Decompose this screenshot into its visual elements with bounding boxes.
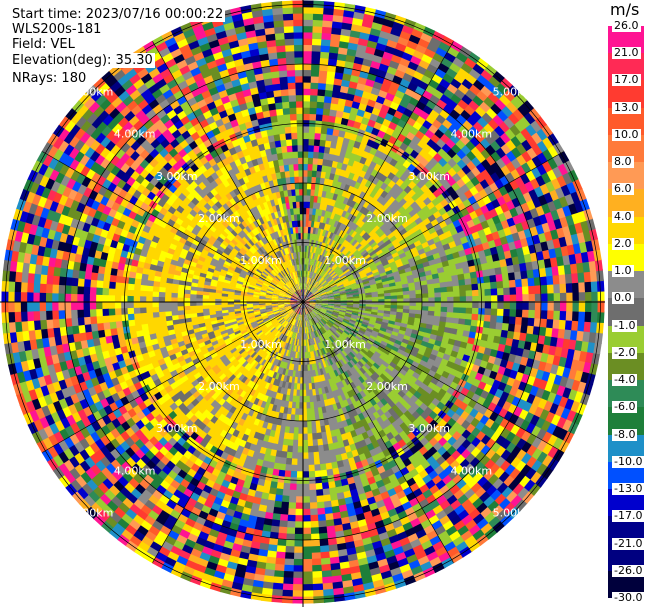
colorbar-tick-label: 17.0 bbox=[612, 73, 641, 87]
colorbar-tick-label: -26.0 bbox=[612, 563, 645, 577]
azimuth-spoke bbox=[302, 41, 454, 303]
range-labels: 1.00km 1.00km 1.00km 1.00km 2.00km 2.00km 2.00… bbox=[72, 86, 534, 520]
range-label: 2.00km bbox=[366, 380, 408, 393]
colorbar-tick-label: 6.0 bbox=[612, 182, 634, 196]
colorbar-tick-label: -4.0 bbox=[612, 373, 638, 387]
colorbar-tick-label: 13.0 bbox=[612, 100, 641, 114]
range-label: 5.00km bbox=[72, 86, 114, 99]
range-label: 5.00km bbox=[72, 506, 114, 519]
colorbar-tick-label: -8.0 bbox=[612, 427, 638, 441]
colorbar-tick-label: 21.0 bbox=[612, 46, 641, 60]
azimuth-spoke bbox=[42, 151, 304, 303]
azimuth-spoke bbox=[42, 301, 304, 453]
azimuth-spoke bbox=[152, 41, 304, 303]
colorbar-tick-label: -13.0 bbox=[612, 482, 645, 496]
colorbar-tick-label: 0.0 bbox=[612, 291, 634, 305]
colorbar: 26.0 21.0 17.0 13.0 10.0 8.0 6.0 4.0 2.0 1.0 0.0 -1… bbox=[608, 20, 646, 604]
field-label: Field: VEL bbox=[10, 37, 77, 52]
colorbar-tick-label: -2.0 bbox=[612, 345, 638, 359]
nrays-label: NRays: 180 bbox=[10, 71, 89, 86]
range-label: 4.00km bbox=[114, 464, 156, 477]
colorbar-tick-label: 8.0 bbox=[612, 155, 634, 169]
range-rings bbox=[0, 0, 605, 607]
radar-ppi-plot: 1.00km 1.00km 1.00km 1.00km 2.00km 2.00km 2.00… bbox=[0, 0, 605, 607]
range-label: 4.00km bbox=[451, 128, 493, 141]
colorbar-tick-label: 4.0 bbox=[612, 209, 634, 223]
range-label: 4.00km bbox=[451, 464, 493, 477]
colorbar-tick-label: 2.0 bbox=[612, 236, 634, 250]
colorbar-tick-label: -30.0 bbox=[612, 591, 645, 604]
elevation-label: Elevation(deg): 35.30 bbox=[10, 53, 155, 68]
colorbar-unit: m/s bbox=[610, 0, 640, 19]
azimuth-spoke bbox=[302, 151, 564, 303]
start-time-label: Start time: 2023/07/16 00:00:22 bbox=[10, 7, 226, 22]
velocity-field bbox=[1, 0, 605, 604]
range-label: 4.00km bbox=[114, 128, 156, 141]
range-label: 2.00km bbox=[198, 380, 240, 393]
azimuth-spoke bbox=[302, 301, 454, 563]
range-label: 2.00km bbox=[198, 212, 240, 225]
colorbar-tick-label: 10.0 bbox=[612, 127, 641, 141]
range-label: 1.00km bbox=[240, 338, 282, 351]
azimuth-spoke bbox=[152, 301, 304, 563]
azimuth-spoke bbox=[302, 301, 564, 453]
colorbar-tick-label: -21.0 bbox=[612, 536, 645, 550]
range-label: 1.00km bbox=[324, 338, 366, 351]
range-label: 3.00km bbox=[156, 422, 198, 435]
range-label: 3.00km bbox=[408, 170, 450, 183]
range-label: 1.00km bbox=[324, 254, 366, 267]
colorbar-tick-label: -17.0 bbox=[612, 509, 645, 523]
colorbar-tick-label: -10.0 bbox=[612, 454, 645, 468]
colorbar-tick-label: 26.0 bbox=[612, 19, 641, 32]
range-label: 3.00km bbox=[156, 170, 198, 183]
colorbar-tick-label: -6.0 bbox=[612, 400, 638, 414]
colorbar-tick-label: 1.0 bbox=[612, 264, 634, 278]
instrument-label: WLS200s-181 bbox=[10, 22, 104, 37]
range-label: 1.00km bbox=[240, 254, 282, 267]
range-label: 2.00km bbox=[366, 212, 408, 225]
range-label: 5.00km bbox=[493, 86, 535, 99]
colorbar-tick-label: -1.0 bbox=[612, 318, 638, 332]
range-label: 3.00km bbox=[408, 422, 450, 435]
range-label: 5.00km bbox=[493, 506, 535, 519]
